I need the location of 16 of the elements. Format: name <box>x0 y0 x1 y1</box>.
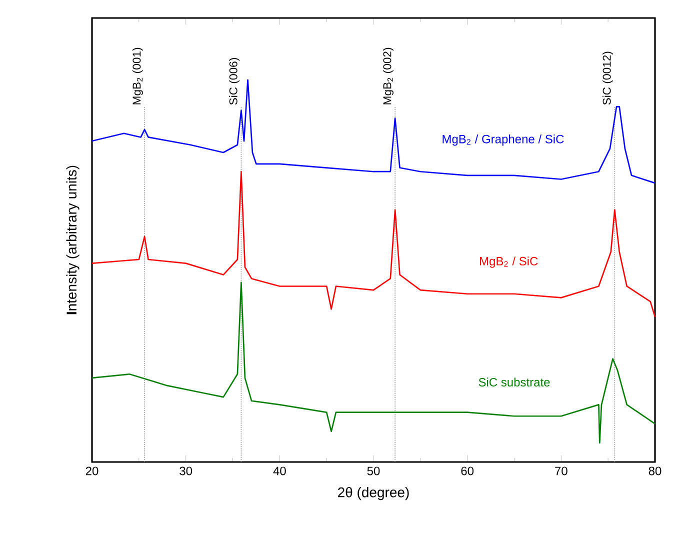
x-tick-label: 80 <box>648 466 662 476</box>
x-tick-label: 70 <box>555 466 568 476</box>
y-axis-title: Intensity (arbitrary units) <box>66 166 80 314</box>
text: MgB$_{2}$ / SiC <box>480 256 538 268</box>
text: SiC substrate <box>478 378 550 386</box>
ref-line-label: MgB$_{2}$ (002) <box>382 48 394 104</box>
x-tick-label: 60 <box>461 466 474 476</box>
x-tick-label: 50 <box>367 466 380 476</box>
x-tick-label: 20 <box>86 466 98 476</box>
x-tick-label: 40 <box>273 466 286 476</box>
text: MgB$_{2}$ / Graphene / SiC <box>442 134 564 146</box>
ref-line-label: SiC (0012) <box>602 52 614 105</box>
ref-line-label: SiC (006) <box>229 58 240 105</box>
x-axis-title: 2θ (degree) <box>338 487 409 500</box>
ref-line-label: MgB$_{2}$ (001) <box>132 48 143 104</box>
x-tick-label: 30 <box>180 466 192 476</box>
